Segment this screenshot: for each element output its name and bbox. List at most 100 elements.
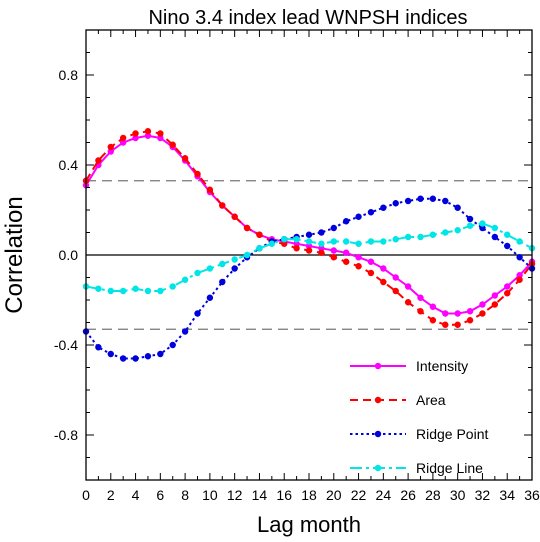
data-point <box>95 344 102 351</box>
data-point <box>342 238 350 245</box>
data-point <box>95 157 102 164</box>
data-point <box>181 328 189 335</box>
x-tick-label: 10 <box>202 487 218 503</box>
data-point <box>157 134 164 142</box>
data-point <box>144 353 152 360</box>
data-point <box>404 283 412 290</box>
series-ridge-line <box>82 220 536 295</box>
data-point <box>429 317 437 324</box>
data-point <box>491 301 499 308</box>
data-point <box>293 236 300 243</box>
y-axis-label: Correlation <box>1 196 28 313</box>
x-tick-label: 36 <box>524 487 540 503</box>
reference-lines <box>86 180 532 330</box>
y-tick-label: 0.8 <box>59 67 79 83</box>
data-point <box>417 294 424 301</box>
data-point <box>516 276 523 283</box>
y-tick-label: -0.4 <box>54 337 78 353</box>
data-point <box>219 260 226 268</box>
data-point <box>491 224 499 232</box>
x-tick-label: 32 <box>475 487 491 503</box>
data-point <box>206 294 214 301</box>
data-point <box>367 269 375 277</box>
data-point <box>132 130 139 137</box>
data-point <box>231 265 238 272</box>
data-point <box>367 238 375 245</box>
data-point <box>342 249 350 256</box>
y-tick-label: 0.0 <box>59 247 79 263</box>
y-tick-label: -0.8 <box>54 427 78 443</box>
data-point <box>429 231 437 238</box>
x-tick-label: 6 <box>156 487 164 503</box>
x-tick-label: 26 <box>400 487 416 503</box>
legend: Intensity Area Ridge Point Ridge Line <box>350 358 488 476</box>
data-point <box>194 170 201 178</box>
data-point <box>466 317 474 324</box>
data-point <box>144 287 152 295</box>
data-point <box>466 222 474 229</box>
data-point <box>219 202 226 209</box>
data-point <box>367 209 375 216</box>
data-point <box>504 231 511 238</box>
x-tick-label: 30 <box>450 487 466 503</box>
data-point <box>479 224 486 232</box>
data-point <box>417 195 424 202</box>
series-layer <box>82 128 536 362</box>
data-point <box>454 227 461 234</box>
legend-marker <box>374 362 382 370</box>
legend-label: Intensity <box>416 358 468 374</box>
data-point <box>516 238 523 245</box>
legend-label: Area <box>416 392 446 408</box>
data-point <box>330 224 337 232</box>
x-tick-label: 28 <box>425 487 441 503</box>
data-point <box>429 303 437 310</box>
data-point <box>268 240 276 247</box>
data-point <box>281 240 288 247</box>
data-point <box>293 245 300 252</box>
data-point <box>318 245 325 252</box>
data-point <box>454 321 461 328</box>
data-point <box>442 321 449 328</box>
data-point <box>107 148 114 155</box>
x-tick-label: 4 <box>132 487 140 503</box>
data-point <box>206 186 214 193</box>
data-point <box>144 128 152 135</box>
x-tick-label: 2 <box>107 487 115 503</box>
data-point <box>305 247 313 254</box>
series-ridge-point <box>82 195 536 362</box>
data-point <box>243 251 251 259</box>
legend-item: Intensity <box>350 358 468 374</box>
data-point <box>330 247 337 254</box>
data-point <box>442 310 449 317</box>
data-point <box>417 308 424 315</box>
x-tick-label: 20 <box>326 487 342 503</box>
data-point <box>107 287 114 295</box>
x-tick-label: 8 <box>181 487 189 503</box>
data-point <box>491 233 499 241</box>
data-point <box>342 258 350 265</box>
data-point <box>466 308 474 315</box>
data-point <box>169 283 176 290</box>
legend-item: Ridge Line <box>350 460 483 476</box>
data-point <box>243 224 251 232</box>
data-point <box>169 141 176 148</box>
data-point <box>305 242 313 250</box>
data-point <box>132 355 139 362</box>
x-tick-label: 16 <box>276 487 292 503</box>
data-point <box>491 292 499 299</box>
data-point <box>516 254 523 261</box>
data-point <box>355 254 362 261</box>
data-point <box>380 204 387 211</box>
series-line <box>85 134 533 315</box>
data-point <box>392 236 399 243</box>
x-tick-label: 22 <box>351 487 367 503</box>
data-point <box>256 231 263 238</box>
data-point <box>504 283 511 290</box>
data-point <box>318 240 325 247</box>
x-tick-label: 18 <box>301 487 317 503</box>
data-point <box>219 278 226 286</box>
data-point <box>355 240 362 247</box>
data-point <box>404 233 412 241</box>
legend-marker <box>374 430 382 438</box>
series-area <box>82 128 536 328</box>
